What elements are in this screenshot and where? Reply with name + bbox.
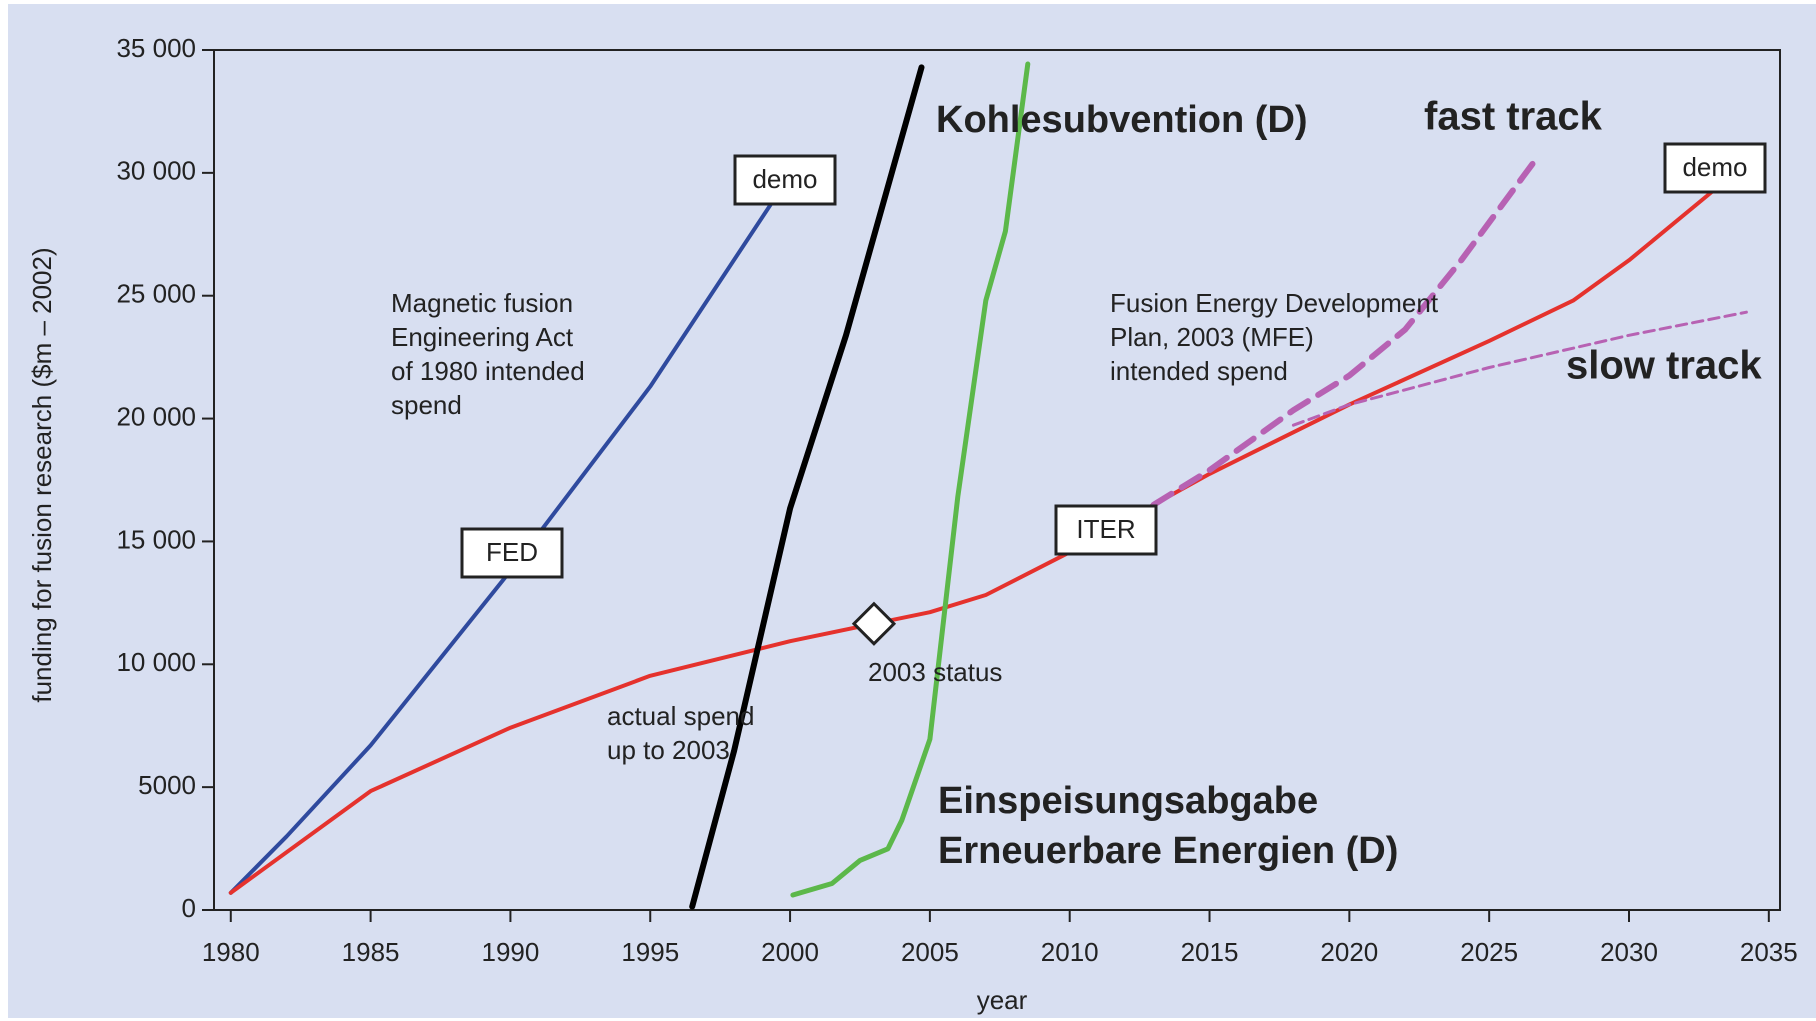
x-tick-label: 1995 bbox=[621, 937, 679, 967]
y-tick-label: 10 000 bbox=[116, 647, 196, 677]
x-axis-label: year bbox=[977, 985, 1028, 1015]
y-axis-label: funding for fusion research ($m – 2002) bbox=[27, 247, 57, 702]
x-tick-label: 1990 bbox=[481, 937, 539, 967]
series-line bbox=[228, 202, 773, 895]
y-tick-label: 15 000 bbox=[116, 524, 196, 554]
y-tick-label: 25 000 bbox=[116, 279, 196, 309]
x-tick-label: 2005 bbox=[901, 937, 959, 967]
series-line bbox=[1291, 310, 1748, 427]
box-label: ITER bbox=[1076, 514, 1135, 544]
y-tick-label: 5000 bbox=[138, 770, 196, 800]
x-tick-label: 2035 bbox=[1740, 937, 1798, 967]
background bbox=[8, 4, 1816, 1018]
status-marker bbox=[851, 601, 897, 646]
series-line bbox=[790, 61, 1031, 898]
series-line bbox=[228, 189, 1715, 895]
series-label: slow track bbox=[1566, 344, 1762, 388]
label-box bbox=[1054, 504, 1158, 556]
y-tick-label: 30 000 bbox=[116, 156, 196, 186]
series-label: Kohlesubvention (D) bbox=[936, 99, 1308, 141]
box-label: demo bbox=[1682, 152, 1747, 182]
y-tick-label: 20 000 bbox=[116, 401, 196, 431]
label-box bbox=[733, 154, 837, 206]
status-label: 2003 status bbox=[868, 657, 1002, 687]
annotation: Engineering Act bbox=[391, 322, 574, 352]
box-label: FED bbox=[486, 537, 538, 567]
x-tick-label: 2020 bbox=[1320, 937, 1378, 967]
annotation: Magnetic fusion bbox=[391, 288, 573, 318]
annotation: actual spend bbox=[607, 701, 754, 731]
annotation: up to 2003 bbox=[607, 735, 730, 765]
x-tick-label: 2030 bbox=[1600, 937, 1658, 967]
annotation: of 1980 intended bbox=[391, 356, 585, 386]
series-label: fast track bbox=[1424, 95, 1603, 139]
series-line bbox=[689, 64, 925, 910]
y-tick-label: 35 000 bbox=[116, 33, 196, 63]
annotation: Erneuerbare Energien (D) bbox=[938, 830, 1398, 872]
y-tick-label: 0 bbox=[182, 893, 196, 923]
x-tick-label: 2000 bbox=[761, 937, 819, 967]
plot-frame bbox=[213, 49, 1781, 911]
annotation: Plan, 2003 (MFE) bbox=[1110, 322, 1314, 352]
annotation: intended spend bbox=[1110, 356, 1288, 386]
x-tick-label: 1985 bbox=[342, 937, 400, 967]
x-tick-label: 1980 bbox=[202, 937, 260, 967]
x-tick-label: 2025 bbox=[1460, 937, 1518, 967]
box-label: demo bbox=[752, 164, 817, 194]
annotation: Fusion Energy Development bbox=[1110, 288, 1439, 318]
x-tick-label: 2010 bbox=[1041, 937, 1099, 967]
annotation: Einspeisungsabgabe bbox=[938, 780, 1318, 822]
series-line bbox=[1150, 159, 1537, 508]
label-box bbox=[1663, 142, 1767, 194]
x-tick-label: 2015 bbox=[1181, 937, 1239, 967]
annotation: spend bbox=[391, 390, 462, 420]
label-box bbox=[460, 527, 564, 579]
